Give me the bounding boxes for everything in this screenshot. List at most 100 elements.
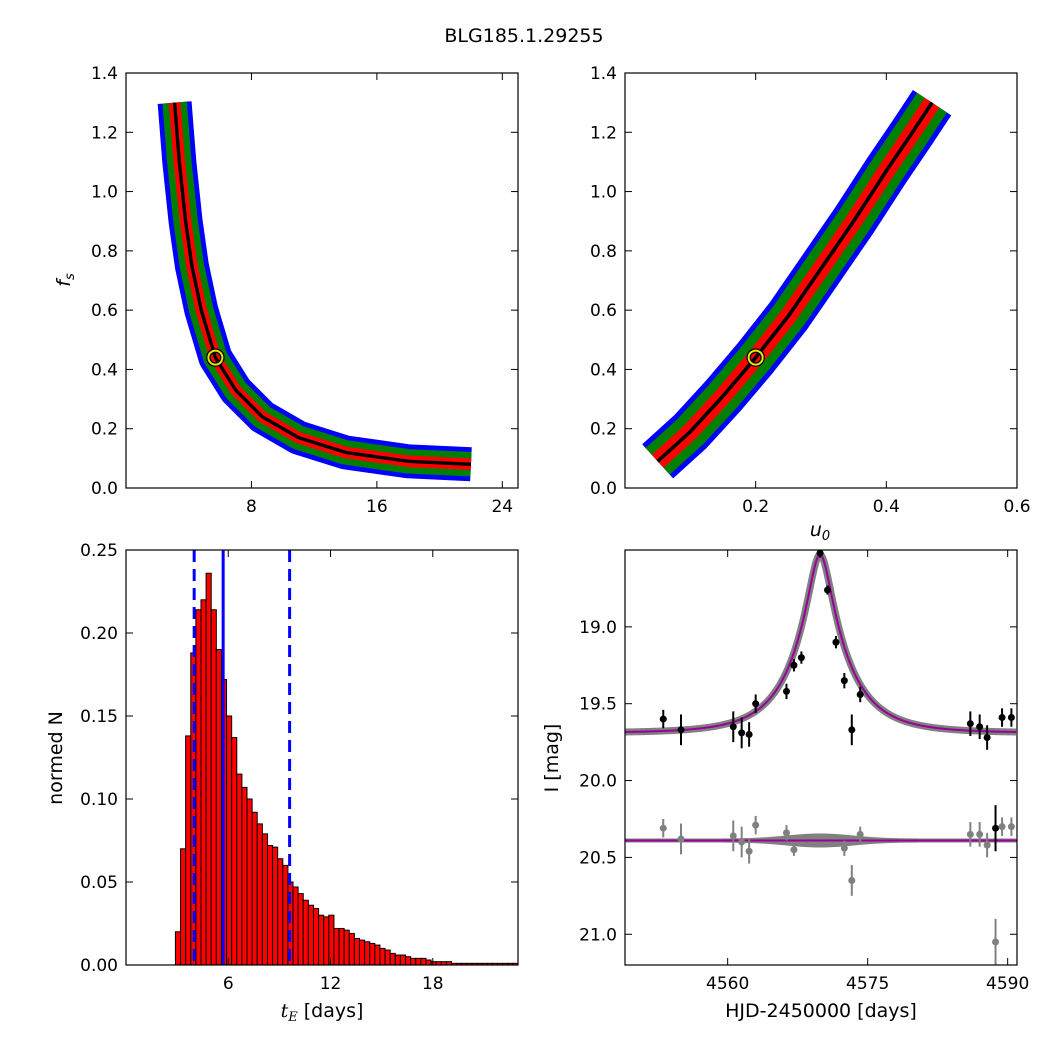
histogram-bars [174, 550, 518, 965]
contour-level-outer [157, 101, 472, 482]
y-tick-label: 0.6 [590, 301, 617, 321]
data-point [992, 824, 1000, 832]
data-point [966, 720, 974, 728]
histogram-bar [425, 959, 432, 965]
histogram-bar [277, 858, 284, 965]
y-tick-label: 0.2 [590, 420, 617, 440]
best-fit-marker-inner [747, 349, 764, 366]
y-tick-label: 0.15 [80, 707, 118, 727]
data-point [992, 938, 1000, 946]
histogram-bar [195, 609, 202, 965]
data-point [790, 846, 798, 854]
histogram-bar [399, 954, 407, 965]
data-point [659, 824, 667, 832]
histogram-bar [215, 649, 222, 965]
data-point [745, 847, 753, 855]
histogram-bar [405, 956, 412, 965]
x-tick-label: 0.6 [1003, 497, 1030, 517]
axis-ticks: 0.0 0.2 0.4 0.6 0.8 1.0 1.2 1.4 0.2 0.4 0.6 [590, 64, 1031, 517]
x-tick-label: 24 [491, 497, 513, 517]
histogram-bar [364, 941, 371, 965]
axes-frame [125, 72, 519, 489]
histogram-bar [226, 715, 233, 965]
histogram-bar [415, 957, 422, 965]
data-point [832, 638, 840, 646]
x-tick-label: 16 [366, 497, 388, 517]
contour-level-core [172, 102, 472, 466]
y-tick-label: 0.05 [80, 873, 118, 893]
model-uncertainty-band [625, 550, 1017, 736]
histogram-bar [369, 942, 376, 965]
x-tick-label: 4590 [986, 974, 1029, 994]
y-tick-label: 0.4 [91, 360, 118, 380]
data-point [745, 730, 753, 738]
histogram-bar [512, 962, 518, 965]
histogram-bar [261, 833, 268, 965]
histogram-bar [246, 798, 253, 965]
histogram-bar [307, 904, 314, 965]
x-tick-label: 0.4 [873, 497, 900, 517]
figure-title: BLG185.1.29255 [444, 25, 603, 47]
histogram-bar [272, 846, 279, 965]
data-point [824, 586, 832, 594]
data-point [976, 723, 984, 731]
histogram-bar [282, 864, 289, 965]
x-tick-label: 18 [422, 974, 444, 994]
data-point [752, 821, 760, 829]
y-tick-label: 1.2 [91, 123, 118, 143]
y-tick-label: 1.0 [590, 183, 617, 203]
data-point [840, 844, 848, 852]
data-point [856, 690, 864, 698]
histogram-bar [358, 939, 366, 965]
data-point [976, 830, 984, 838]
data-point [856, 830, 864, 838]
data-point [848, 726, 856, 734]
histogram-bar [302, 899, 309, 965]
data-point [998, 714, 1006, 722]
histogram-bar [338, 927, 345, 965]
contour-level-middle [162, 101, 472, 477]
histogram-bar [348, 932, 355, 965]
data-point [797, 654, 805, 662]
y-tick-label: 0.6 [91, 301, 118, 321]
data-point [1007, 714, 1015, 722]
x-tick-label: 8 [246, 497, 257, 517]
histogram-bar [312, 908, 320, 965]
data-point [790, 661, 798, 669]
x-axis-label: u0 [810, 519, 830, 544]
panel-light-curve: 19.0 19.5 20.0 20.5 21.0 4560 4575 4590 I [mag]… [541, 549, 1029, 1022]
histogram-bar [236, 773, 243, 965]
data-point [840, 677, 848, 685]
histogram-bar [241, 786, 248, 965]
histogram-bar [318, 914, 325, 965]
histogram-bar [256, 823, 263, 965]
histogram-bar [292, 886, 299, 965]
histogram-bar [374, 944, 381, 965]
y-tick-label: 0.25 [80, 541, 118, 561]
y-tick-label: 1.4 [590, 64, 617, 84]
y-tick-label: 0.2 [91, 420, 118, 440]
heatmap-fs-te [157, 101, 472, 482]
histogram-bar [200, 599, 207, 965]
histogram-bar [353, 937, 360, 965]
y-tick-label: 0.4 [590, 360, 617, 380]
data-point [677, 835, 685, 843]
histogram-bar [174, 931, 182, 965]
y-tick-label: 0.0 [91, 479, 118, 499]
x-tick-label: 4560 [706, 974, 749, 994]
histogram-bar [333, 927, 340, 965]
histogram-bar [420, 957, 427, 965]
y-tick-label: 21.0 [579, 925, 617, 945]
data-point [752, 700, 760, 708]
data-point [998, 823, 1006, 831]
data-point [729, 832, 737, 840]
histogram-bar [205, 572, 212, 965]
data-point [816, 550, 824, 557]
data-point [677, 726, 685, 734]
histogram-bar [210, 609, 217, 965]
histogram-bar [266, 844, 274, 965]
panel-fs-vs-u0: 0.0 0.2 0.4 0.6 0.8 1.0 1.2 1.4 0.2 0.4 0.6 u0 [590, 64, 1031, 544]
model-curve [625, 553, 1017, 733]
y-axis-label: normed N [45, 711, 67, 805]
